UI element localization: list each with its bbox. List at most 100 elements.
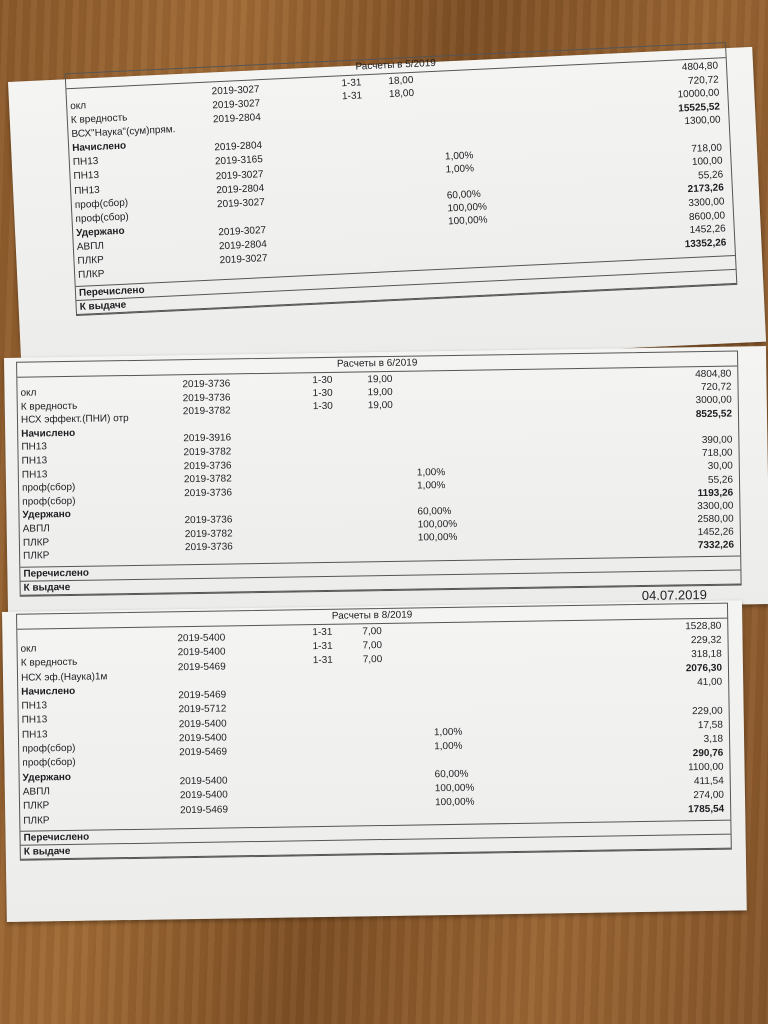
amount-cell: 30,00 — [707, 460, 733, 473]
amount-cell: 7332,26 — [697, 539, 735, 552]
period-cell: 1-30 — [312, 400, 333, 413]
percent-column: 1,00% 1,00% 60,00% 100,00% 100,00% — [445, 149, 488, 229]
amount-cell: 1100,00 — [688, 761, 724, 774]
days-column: 19,00 19,00 19,00 — [367, 373, 393, 412]
document-code-cell: 2019-3736 — [183, 460, 232, 472]
amount-cell: 229,32 — [690, 634, 722, 647]
payslip-table: Расчеты в 6/2019 окл К вредность НСХ эффект… — [16, 350, 742, 597]
item-label-cell: ПН13 — [21, 700, 48, 712]
days-cell: 7,00 — [362, 640, 383, 652]
amount-cell: 1193,26 — [697, 487, 734, 499]
document-code-cell: 2019-3782 — [184, 527, 233, 540]
amount-cell: 17,58 — [697, 719, 723, 731]
document-code-cell: 2019-5400 — [179, 789, 228, 802]
document-code-cell — [183, 418, 231, 432]
item-label-cell: ПЛКР — [23, 814, 50, 827]
document-code-column: 2019-5400 2019-5400 2019-5469 2019-5469 2019… — [177, 631, 228, 818]
document-code-cell: 2019-5400 — [178, 718, 227, 731]
item-label-cell: окл — [20, 643, 37, 655]
period-cell: 1-31 — [341, 77, 362, 90]
document-code-cell: 2019-2804 — [212, 112, 262, 126]
amount-cell: 3000,00 — [695, 394, 732, 407]
period-cell: 1-30 — [312, 387, 333, 400]
document-code-cell: 2019-3782 — [183, 446, 232, 459]
item-label-cell: проф(сбор) — [22, 742, 76, 755]
percent-column: 1,00% 1,00% 60,00% 100,00% 100,00% — [434, 726, 475, 811]
period-cell: 1-31 — [312, 654, 333, 667]
document-code-cell: 2019-3736 — [184, 487, 233, 499]
document-code-cell: 2019-3782 — [182, 405, 231, 418]
percent-cell: 100,00% — [434, 796, 475, 809]
percent-cell: 1,00% — [434, 740, 463, 753]
payslip-table: Расчеты в 8/2019 окл К вредность НСХ эф.(На… — [16, 602, 732, 861]
amount-cell: 1452,26 — [697, 526, 734, 539]
amount-cell — [686, 690, 722, 705]
payslip-1: Расчеты в 5/2019 окл К вредность ВСХ"Наука"… — [8, 42, 767, 377]
document-code-cell — [179, 760, 227, 775]
amount-cell: 3,18 — [703, 733, 724, 745]
document-code-column: 2019-3736 2019-3736 2019-3782 2019-3916 2019… — [182, 377, 233, 554]
payslip-2: Расчеты в 6/2019 окл К вредность НСХ эффект… — [4, 346, 768, 616]
percent-cell — [417, 492, 457, 506]
item-label-cell: Удержано — [22, 771, 72, 784]
percent-cell: 1,00% — [433, 726, 463, 739]
item-label-cell: проф(сбор) — [22, 757, 76, 770]
document-code-cell: 2019-3736 — [182, 392, 231, 404]
percent-cell: 100,00% — [417, 531, 458, 544]
amount-cell: 2580,00 — [697, 513, 734, 526]
item-label-cell: ПЛКР — [23, 550, 50, 562]
amount-cell: 290,76 — [692, 747, 724, 760]
percent-cell: 100,00% — [434, 782, 475, 795]
item-label-cell: ПЛКР — [22, 800, 50, 812]
document-code-cell: 2019-5469 — [180, 804, 229, 816]
document-code-cell: 2019-3916 — [183, 432, 232, 445]
amount-column: 4804,80 720,72 3000,00 8525,52 390,00 718,00 3… — [695, 368, 734, 553]
item-label-column: окл К вредность ВСХ"Наука"(сум)прям. Начисл… — [70, 95, 182, 283]
document-code-cell — [178, 674, 226, 689]
document-code-cell: 2019-5469 — [178, 689, 227, 702]
document-code-cell: 2019-3736 — [184, 541, 233, 554]
period-cell: 1-31 — [312, 640, 333, 653]
amount-cell: 411,54 — [693, 775, 724, 788]
document-code-cell: 2019-5400 — [177, 646, 226, 659]
amount-cell: 390,00 — [701, 434, 733, 446]
item-label-cell: ПН13 — [21, 714, 48, 727]
amount-cell: 274,00 — [693, 789, 725, 802]
item-label-cell: Начислено — [21, 685, 76, 698]
days-cell: 7,00 — [362, 654, 383, 666]
document-code-cell: 2019-5400 — [177, 632, 226, 645]
amount-cell: 1785,54 — [687, 803, 725, 816]
amount-cell: 229,00 — [691, 705, 723, 717]
document-code-cell: 2019-5400 — [178, 732, 227, 745]
payslip-table: Расчеты в 5/2019 окл К вредность ВСХ"Наука"… — [64, 42, 738, 317]
document-code-column: 2019-3027 2019-3027 2019-2804 2019-2804 2019… — [211, 83, 267, 268]
days-cell: 19,00 — [367, 399, 393, 412]
amount-cell: 41,00 — [697, 677, 723, 689]
document-code-cell: 2019-5400 — [179, 775, 228, 788]
amount-cell: 8525,52 — [695, 408, 733, 420]
amount-cell: 3300,00 — [697, 500, 734, 513]
days-column: 18,00 18,00 — [388, 74, 414, 101]
days-cell: 18,00 — [388, 74, 414, 88]
amount-cell: 1300,00 — [684, 114, 721, 128]
percent-cell: 100,00% — [447, 214, 488, 228]
percent-cell: 100,00% — [417, 518, 458, 531]
percent-column: 1,00% 1,00% 60,00% 100,00% 100,00% — [417, 466, 458, 545]
item-label-cell: НСХ эф.(Наука)1м — [20, 670, 108, 684]
amount-cell: 318,18 — [691, 648, 722, 661]
document-code-cell: 2019-5469 — [179, 746, 228, 759]
amount-cell: 4804,80 — [681, 60, 719, 74]
days-column: 7,00 7,00 7,00 — [362, 625, 382, 667]
document-code-cell — [184, 500, 232, 514]
percent-cell — [434, 754, 474, 769]
document-code-cell: 2019-5712 — [178, 703, 227, 716]
document-code-cell: 2019-5469 — [177, 661, 226, 673]
days-cell: 19,00 — [367, 373, 393, 386]
period-cell: 1-30 — [312, 374, 333, 387]
item-label-cell: К вредность — [20, 657, 78, 670]
period-column: 1-31 1-31 1-31 — [312, 626, 333, 668]
item-label-cell: АВПЛ — [22, 786, 51, 798]
period-column: 1-31 1-31 — [341, 76, 362, 103]
item-label-cell: НСХ эффект.(ПНИ) отр — [20, 413, 129, 426]
amount-cell — [696, 420, 732, 434]
